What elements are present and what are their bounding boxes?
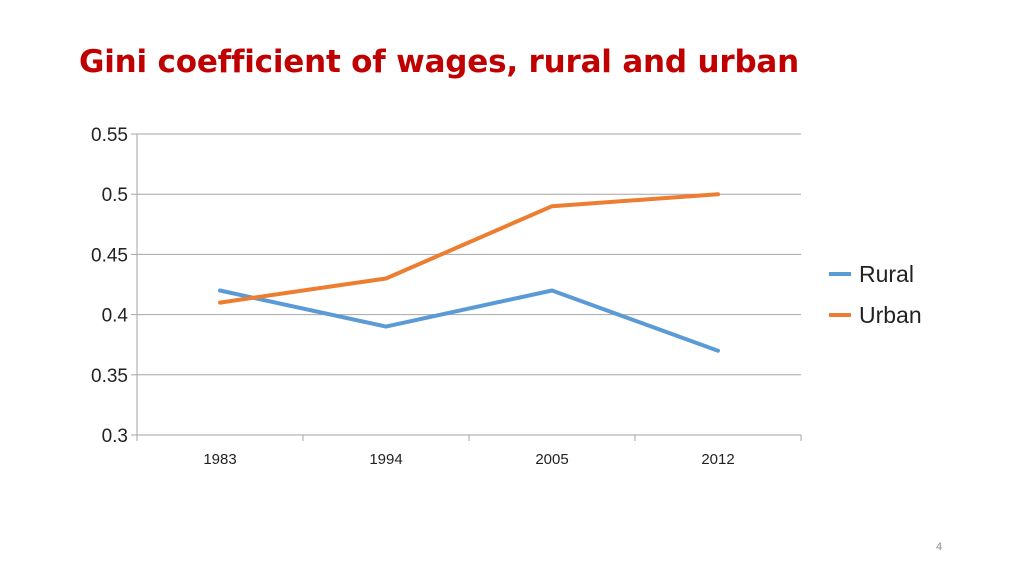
- x-tick-label: 2005: [535, 451, 568, 468]
- series-line-rural: [218, 288, 720, 353]
- y-tick-label: 0.35: [91, 366, 128, 387]
- x-tick-label: 1983: [203, 451, 236, 468]
- x-tick-label: 2012: [701, 451, 734, 468]
- series-line-urban: [218, 192, 720, 305]
- series-lines: [218, 192, 720, 353]
- y-tick-label: 0.45: [91, 245, 128, 266]
- legend-label-urban: Urban: [859, 302, 922, 328]
- legend-label-rural: Rural: [859, 261, 914, 287]
- page-number: 4: [936, 541, 943, 553]
- legend: Rural Urban: [829, 261, 922, 328]
- chart-title: Gini coefficient of wages, rural and urb…: [79, 44, 800, 80]
- y-tick-label: 0.3: [102, 426, 128, 447]
- x-tick-label: 1994: [369, 451, 402, 468]
- y-tick-label: 0.4: [102, 306, 129, 327]
- gridlines: [137, 133, 801, 436]
- axes: 0.3 0.35 0.4 0.45 0.5 0.55 1983 1994 2005 2012: [91, 125, 802, 468]
- y-tick-label: 0.55: [91, 125, 128, 146]
- y-tick-label: 0.5: [102, 185, 128, 206]
